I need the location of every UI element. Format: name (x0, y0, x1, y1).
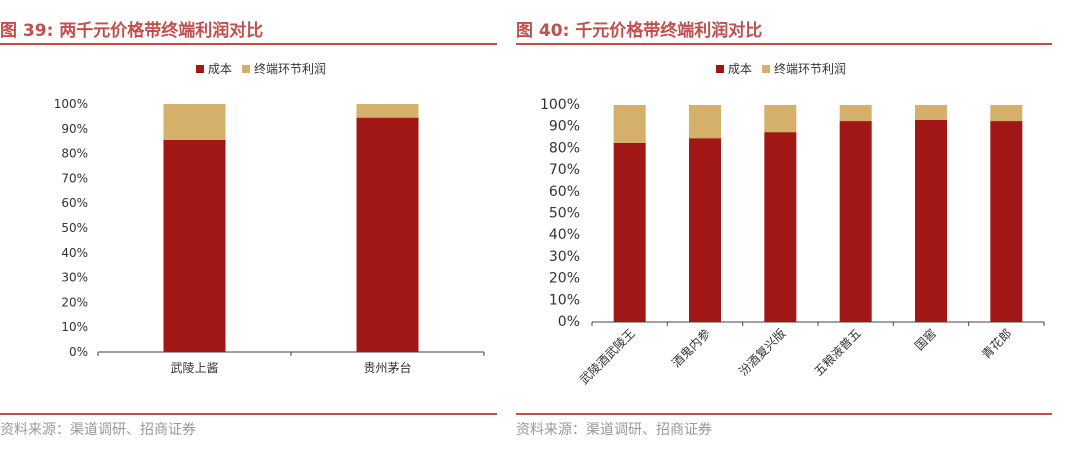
footer-divider (516, 413, 1052, 415)
y-tick-label: 90% (549, 119, 580, 135)
title-divider (0, 43, 497, 45)
title-divider (516, 43, 1052, 45)
y-tick-label: 80% (61, 147, 88, 161)
chart-legend: 成本 终端环节利润 (196, 60, 336, 77)
legend-label-profit: 终端环节利润 (254, 62, 327, 76)
y-tick-label: 0% (558, 314, 580, 330)
y-tick-label: 90% (61, 122, 88, 136)
bar-segment-cost (689, 138, 721, 322)
x-category-label: 酒鬼内参 (669, 326, 714, 371)
bar-segment-cost (163, 139, 226, 352)
y-tick-label: 10% (549, 292, 580, 308)
y-tick-label: 80% (549, 140, 580, 156)
y-tick-label: 100% (540, 97, 580, 113)
legend-label-cost: 成本 (728, 62, 753, 76)
x-category-label: 青花郎 (978, 326, 1014, 362)
x-category-label: 国窖 (912, 326, 940, 354)
legend-item-cost: 成本 (716, 60, 752, 77)
x-category-label: 汾酒复兴版 (736, 326, 788, 378)
y-tick-label: 20% (549, 271, 580, 287)
chart-legend: 成本 终端环节利润 (716, 60, 856, 77)
source-note: 资料来源：渠道调研、招商证券 (0, 422, 196, 438)
x-category-label: 武陵上酱 (170, 360, 218, 375)
bar-segment-profit (613, 105, 646, 143)
bar-segment-profit (689, 105, 721, 139)
x-category-label: 五粮液普五 (811, 326, 864, 379)
y-tick-label: 30% (61, 271, 88, 285)
y-tick-label: 20% (61, 295, 88, 309)
y-tick-label: 100% (54, 97, 88, 111)
y-tick-label: 40% (549, 227, 580, 243)
bar-segment-profit (764, 105, 797, 133)
y-tick-label: 50% (61, 221, 88, 235)
y-tick-label: 50% (549, 206, 580, 222)
y-tick-label: 60% (549, 184, 580, 200)
figure-40-panel: 图 40: 千元价格带终端利润对比 成本 终端环节利润 0% 10% 20% 30% 4… (516, 0, 1080, 454)
legend-label-profit: 终端环节利润 (774, 62, 847, 76)
stacked-bar-chart-left: 0% 10% 20% 30% 40% 50% 60% 70% 80% 90% 100% 武陵上酱 贵州茅… (54, 97, 485, 375)
legend-swatch-cost (196, 64, 204, 73)
figure-39-panel: 图 39: 两千元价格带终端利润对比 成本 终端环节利润 0% 10% 20% 30%… (0, 0, 498, 454)
legend-item-cost: 成本 (196, 60, 232, 77)
y-tick-label: 10% (61, 320, 88, 334)
y-tick-label: 70% (549, 162, 580, 178)
y-tick-label: 30% (549, 249, 580, 265)
bar-segment-cost (915, 119, 947, 323)
bar-segment-cost (764, 132, 797, 322)
bar-segment-profit (915, 105, 947, 120)
legend-swatch-profit (762, 64, 771, 73)
x-category-label: 武陵酒武陵王 (577, 326, 638, 387)
legend-item-profit: 终端环节利润 (762, 60, 846, 77)
y-tick-label: 60% (61, 196, 88, 210)
bar-segment-cost (356, 117, 419, 352)
footer-divider (0, 413, 497, 415)
bar-segment-profit (839, 105, 872, 122)
bar-segment-profit (163, 104, 226, 140)
x-category-label: 贵州茅台 (363, 360, 411, 375)
y-tick-label: 40% (61, 246, 88, 260)
source-note: 资料来源：渠道调研、招商证券 (516, 422, 712, 438)
legend-swatch-cost (716, 64, 724, 73)
legend-item-profit: 终端环节利润 (242, 60, 326, 77)
legend-swatch-profit (242, 64, 251, 73)
bar-segment-cost (839, 121, 872, 322)
legend-label-cost: 成本 (208, 62, 233, 76)
bar-segment-profit (990, 105, 1023, 122)
y-tick-label: 0% (69, 345, 88, 359)
bar-segment-profit (356, 104, 419, 118)
stacked-bar-chart-right: 0% 10% 20% 30% 40% 50% 60% 70% 80% 90% 100% 武陵酒武陵王酒… (540, 97, 1045, 387)
bar-segment-cost (613, 142, 646, 322)
figure-title: 图 39: 两千元价格带终端利润对比 (0, 21, 264, 41)
bar-segment-cost (990, 121, 1023, 322)
figure-title: 图 40: 千元价格带终端利润对比 (516, 21, 763, 41)
y-tick-label: 70% (61, 171, 88, 185)
